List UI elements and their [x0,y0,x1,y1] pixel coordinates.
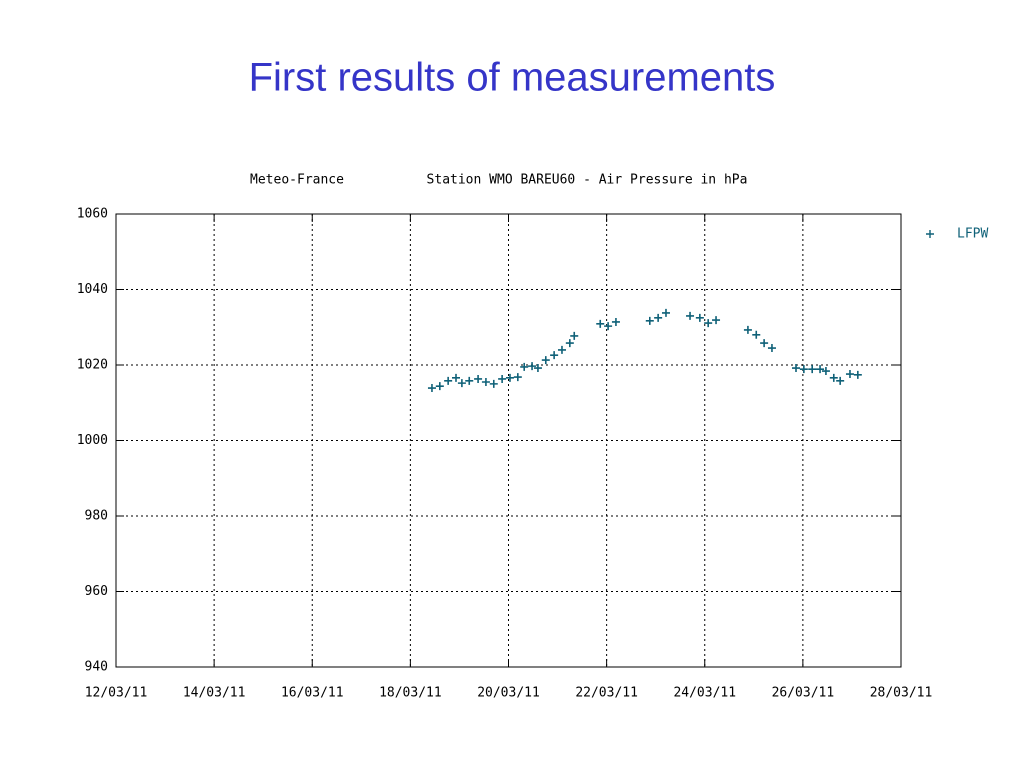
point [654,313,663,322]
point [505,373,514,382]
point [550,351,559,360]
point [760,339,769,348]
point [541,356,550,365]
x-tick-label: 22/03/11 [575,686,638,701]
legend-marker [926,230,934,238]
y-tick-label: 980 [85,509,108,524]
point [661,308,670,317]
point [752,330,761,339]
point [695,313,704,322]
point [465,376,474,385]
y-tick-label: 960 [85,584,108,599]
chart-subtitle: Station WMO BAREU60 - Air Pressure in hP… [427,173,748,188]
point [565,339,574,348]
x-tick-label: 18/03/11 [379,686,442,701]
point [452,373,461,382]
point [836,376,845,385]
point [570,331,579,340]
slide-title: First results of measurements [249,56,776,100]
point [435,382,444,391]
point [821,367,830,376]
point [427,384,436,393]
y-tick-label: 1040 [77,282,108,297]
point [528,362,537,371]
y-tick-label: 1000 [77,433,108,448]
point [816,365,825,374]
y-tick-label: 1060 [77,207,108,222]
x-tick-label: 26/03/11 [772,686,835,701]
point [645,316,654,325]
point [743,325,752,334]
point [557,345,566,354]
point [845,370,854,379]
point [808,365,817,374]
x-tick-label: 28/03/11 [870,686,933,701]
point [474,374,483,383]
point [792,364,801,373]
x-tick-label: 14/03/11 [183,686,246,701]
point [604,322,613,331]
chart-title: Meteo-France [250,173,344,188]
point [457,379,466,388]
point [444,376,453,385]
y-tick-label: 1020 [77,358,108,373]
point [533,364,542,373]
point [489,379,498,388]
x-tick-label: 16/03/11 [281,686,344,701]
point [853,370,862,379]
point [513,373,522,382]
point [596,319,605,328]
point [481,377,490,386]
x-tick-label: 12/03/11 [85,686,148,701]
point [767,344,776,353]
y-tick-label: 940 [85,660,108,675]
point [498,374,507,383]
point [712,316,721,325]
point [520,362,529,371]
point [686,311,695,320]
x-tick-label: 20/03/11 [477,686,540,701]
x-tick-label: 24/03/11 [673,686,736,701]
point [611,317,620,326]
point [799,365,808,374]
point [829,373,838,382]
legend-label: LFPW [957,227,988,242]
point [704,319,713,328]
